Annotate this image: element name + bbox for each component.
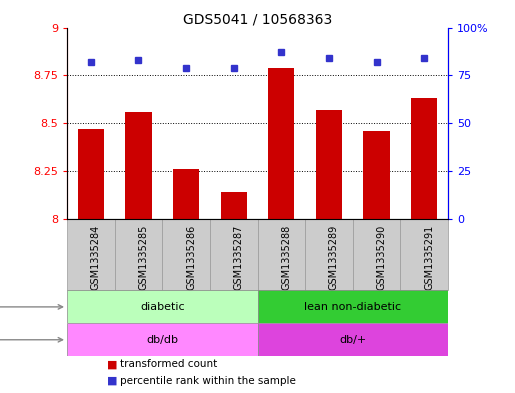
Bar <box>411 98 437 219</box>
Text: db/db: db/db <box>146 335 178 345</box>
Text: ■: ■ <box>108 360 118 369</box>
Text: diabetic: diabetic <box>140 302 184 312</box>
Text: GSM1335289: GSM1335289 <box>329 224 339 290</box>
Text: GSM1335290: GSM1335290 <box>376 224 387 290</box>
Bar <box>210 219 258 290</box>
Text: transformed count: transformed count <box>121 360 217 369</box>
Bar <box>78 129 104 219</box>
Text: genotype/variation: genotype/variation <box>0 335 63 345</box>
Text: GSM1335286: GSM1335286 <box>186 224 196 290</box>
Bar <box>353 219 401 290</box>
Text: GSM1335284: GSM1335284 <box>91 224 101 290</box>
Text: GSM1335288: GSM1335288 <box>281 224 291 290</box>
Bar <box>125 112 151 219</box>
Bar <box>258 219 305 290</box>
Bar <box>67 219 115 290</box>
Bar <box>162 219 210 290</box>
Bar <box>114 219 162 290</box>
Title: GDS5041 / 10568363: GDS5041 / 10568363 <box>183 12 332 26</box>
Bar <box>316 110 342 219</box>
Bar <box>258 323 448 356</box>
Bar <box>364 131 390 219</box>
Text: percentile rank within the sample: percentile rank within the sample <box>121 376 296 386</box>
Text: db/+: db/+ <box>339 335 366 345</box>
Text: GSM1335285: GSM1335285 <box>139 224 148 290</box>
Bar <box>220 192 247 219</box>
Text: disease state: disease state <box>0 302 63 312</box>
Text: GSM1335287: GSM1335287 <box>234 224 244 290</box>
Text: GSM1335291: GSM1335291 <box>424 224 434 290</box>
Bar <box>67 290 258 323</box>
Bar <box>401 219 448 290</box>
Bar <box>305 219 353 290</box>
Text: ■: ■ <box>108 376 118 386</box>
Bar <box>258 290 448 323</box>
Bar <box>268 68 295 219</box>
Bar <box>173 169 199 219</box>
Text: lean non-diabetic: lean non-diabetic <box>304 302 401 312</box>
Bar <box>67 323 258 356</box>
